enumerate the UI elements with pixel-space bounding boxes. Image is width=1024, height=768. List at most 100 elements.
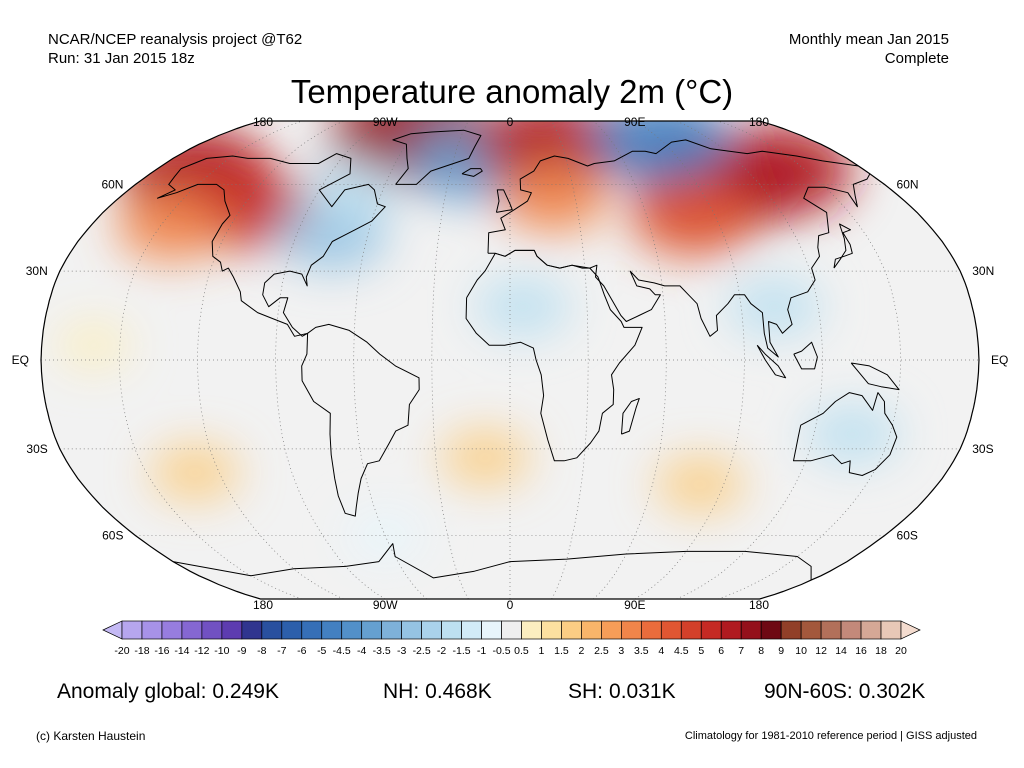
colorbar-cell [221, 620, 243, 640]
colorbar-cell [501, 620, 522, 640]
colorbar-cell [840, 620, 862, 640]
coastline [392, 129, 482, 185]
lat-label-right: 30S [972, 442, 993, 456]
colorbar-tick-label: -18 [134, 645, 149, 657]
colorbar-tick-label: 6 [718, 645, 724, 657]
anomaly-region [804, 404, 901, 465]
lon-label-bottom: 180 [253, 598, 273, 612]
colorbar-cell [161, 620, 183, 640]
colorbar-tick-label: -2 [437, 645, 446, 657]
meridian-line [551, 121, 589, 599]
anomaly-region [56, 321, 132, 370]
colorbar-tick-label: -12 [194, 645, 209, 657]
stat-sh-value: 0.031K [609, 680, 676, 703]
colorbar-cell [700, 620, 722, 640]
map-title: Temperature anomaly 2m (°C) [290, 73, 734, 110]
anomaly-map: 180 180 90W 90W 0 0 90E 90E 180 180 60N 60N 30N 30N EQ… [12, 115, 1009, 612]
colorbar-tick-label: -10 [214, 645, 229, 657]
colorbar-cell [581, 620, 602, 640]
lon-label-top: 180 [749, 115, 769, 129]
lat-label-left: 30S [26, 442, 47, 456]
colorbar-cell [261, 620, 283, 640]
colorbar-tick-label: -9 [237, 645, 246, 657]
map-axis-labels: 180 180 90W 90W 0 0 90E 90E 180 180 60N 60N 30N 30N EQ… [12, 115, 1009, 612]
stat-global-value: 0.249K [212, 680, 279, 703]
colorbar-cell [461, 620, 482, 640]
stat-polar-label: 90N-60S: [764, 680, 853, 703]
colorbar-tick-label: -5 [317, 645, 326, 657]
colorbar-tick-label: -20 [114, 645, 129, 657]
colorbar-tick-label: 1.5 [554, 645, 569, 657]
colorbar-cell [441, 620, 462, 640]
colorbar-cell [241, 620, 263, 640]
colorbar-cell [680, 620, 702, 640]
lon-label-bottom: 0 [507, 598, 514, 612]
lon-label-bottom: 90W [373, 598, 398, 612]
colorbar-cell [401, 620, 422, 640]
meridian-line [353, 121, 428, 599]
lat-label-right: 30N [972, 264, 994, 278]
coastlines [157, 129, 900, 581]
stat-polar-value: 0.302K [858, 680, 926, 703]
coastline [756, 344, 787, 379]
colorbar-cell [780, 620, 802, 640]
lon-label-bottom: 90E [624, 598, 645, 612]
credit-text: (c) Karsten Haustein [36, 729, 146, 743]
colorbar-tick-label: 16 [855, 645, 867, 657]
colorbar-cell [640, 620, 662, 640]
colorbar-cell [561, 620, 582, 640]
meridian-line [431, 121, 469, 599]
meridian-line [676, 121, 824, 599]
stat-polar: 90N-60S: 0.302K [764, 678, 925, 706]
colorbar-cell [341, 620, 363, 640]
colorbar-tick-label: -16 [154, 645, 169, 657]
colorbar-tick-label: -4.5 [333, 645, 351, 657]
lon-label-top: 90W [373, 115, 398, 129]
colorbar-cell [601, 620, 622, 640]
coastline [833, 223, 853, 269]
lon-label-top: 0 [507, 115, 514, 129]
colorbar-cell [900, 620, 921, 640]
colorbar-cell [321, 620, 343, 640]
lat-label-right: 60S [897, 529, 918, 543]
colorbar-cell [740, 620, 762, 640]
colorbar-cell [800, 620, 822, 640]
colorbar-tick-label: 10 [795, 645, 807, 657]
header-right: Monthly mean Jan 2015 Complete [789, 30, 949, 68]
colorbar-tick-label: -4 [357, 645, 366, 657]
colorbar-tick-label: -2.5 [413, 645, 431, 657]
colorbar-tick-label: -14 [174, 645, 189, 657]
meridian-line [196, 121, 344, 599]
anomaly-region [303, 159, 400, 220]
colorbar-cell [102, 620, 123, 640]
colorbar-tick-label: 3.5 [634, 645, 649, 657]
period-line: Monthly mean Jan 2015 [788, 31, 949, 48]
colorbar-cell [181, 620, 203, 640]
run-line: Run: 31 Jan 2015 18z [48, 50, 195, 67]
colorbar-tick-label: -3 [397, 645, 406, 657]
anomaly-region [726, 276, 823, 337]
source-line: NCAR/NCEP reanalysis project @T62 [48, 31, 303, 48]
lon-label-bottom: 180 [749, 598, 769, 612]
coastline [495, 189, 513, 213]
lon-label-top: 90E [624, 115, 645, 129]
coastline [157, 153, 386, 337]
coastline [621, 398, 640, 435]
stat-nh-label: NH: [383, 680, 420, 703]
lat-label-left: 60S [102, 529, 123, 543]
colorbar-tick-label: 5 [698, 645, 704, 657]
anomaly-region [498, 164, 609, 233]
lat-label-left: EQ [12, 353, 29, 367]
colorbar-tick-label: -1.5 [453, 645, 471, 657]
climatology-note: Climatology for 1981-2010 reference peri… [684, 730, 977, 742]
stat-nh-value: 0.468K [425, 680, 492, 703]
stat-nh: NH: 0.468K [383, 678, 492, 706]
lat-label-left: 30N [26, 264, 48, 278]
colorbar-cell [141, 620, 163, 640]
lat-label-right: 60N [897, 177, 919, 191]
colorbar-tick-label: 14 [835, 645, 847, 657]
colorbar-tick-label: 2 [578, 645, 584, 657]
coastline [793, 341, 818, 370]
anomaly-region [631, 180, 756, 257]
colorbar-tick-label: 3 [618, 645, 624, 657]
